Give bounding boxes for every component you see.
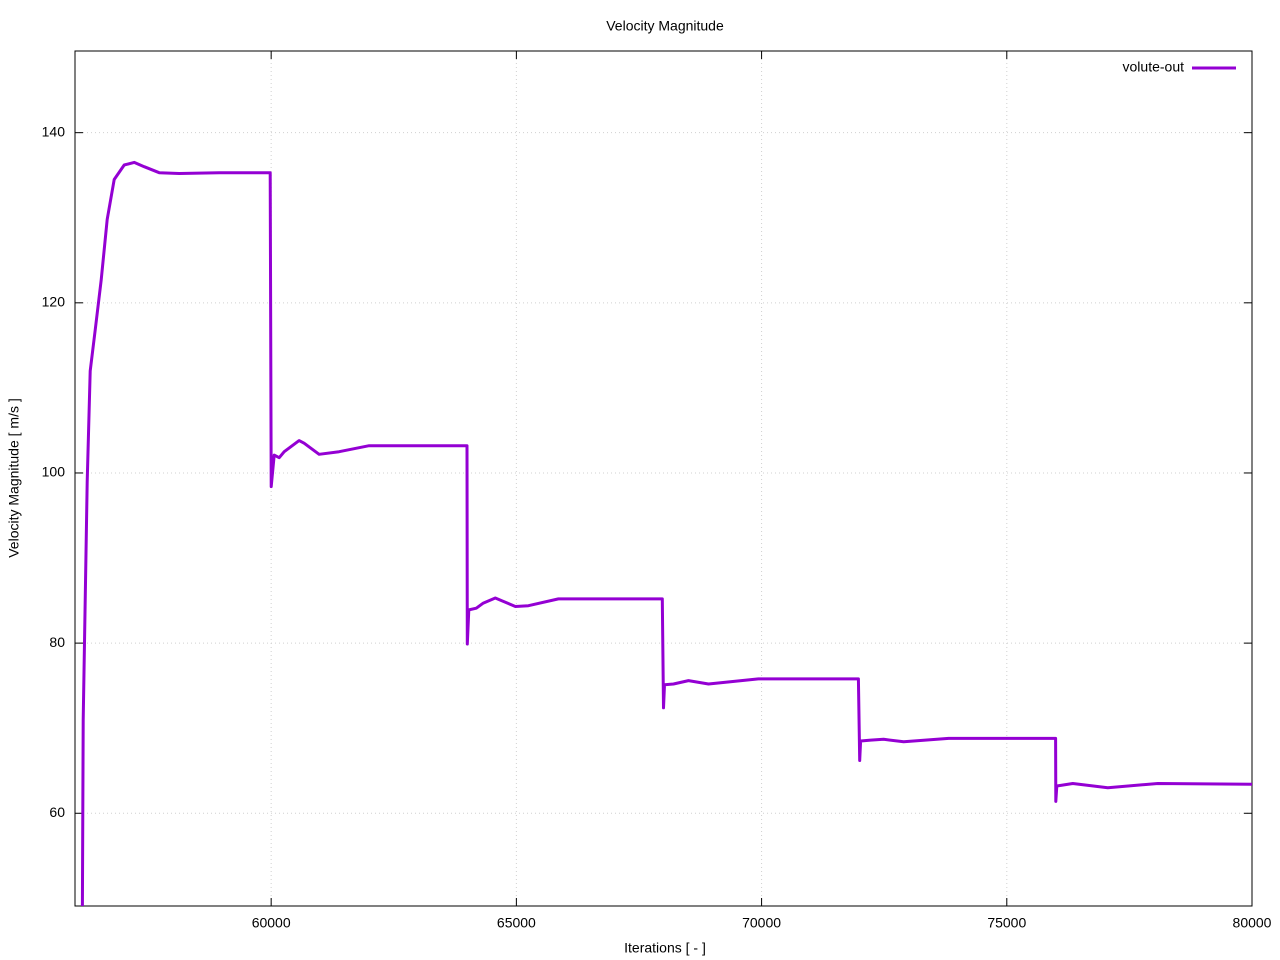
- data-line: [80, 160, 1253, 907]
- x-tick-label: 80000: [1233, 915, 1272, 931]
- y-axis-label: Velocity Magnitude [ m/s ]: [6, 398, 22, 558]
- x-tick-label: 70000: [742, 915, 781, 931]
- x-tick-label: 75000: [987, 915, 1026, 931]
- plot-frame: [74, 50, 1253, 907]
- chart-title: Velocity Magnitude: [606, 18, 724, 34]
- x-tick-label: 65000: [497, 915, 536, 931]
- y-tick-label: 140: [42, 123, 66, 139]
- y-tick-label: 60: [49, 804, 65, 820]
- y-tick-label: 120: [42, 294, 66, 310]
- legend-label: volute-out: [1123, 59, 1185, 75]
- y-tick-label: 100: [42, 464, 66, 480]
- x-axis-label: Iterations [ - ]: [624, 940, 706, 956]
- x-tick-label: 60000: [252, 915, 291, 931]
- y-tick-label: 80: [49, 634, 65, 650]
